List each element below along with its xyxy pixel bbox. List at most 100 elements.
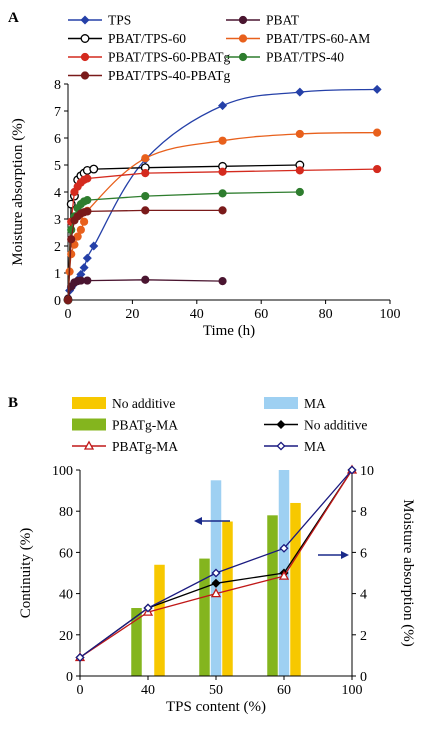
y-tick-label-b: 80 — [59, 505, 73, 520]
data-point — [142, 276, 149, 283]
x-tick-label-b: 0 — [77, 683, 84, 698]
y-axis-title-b: Continuity (%) — [18, 528, 34, 618]
data-point — [84, 197, 91, 204]
y-tick-label-a: 3 — [54, 213, 61, 228]
series-a-pbat — [64, 276, 226, 302]
legend-a-pbat-tps-40-pbatg-marker — [81, 72, 88, 79]
legend-a-pbat-tps-40-label: PBAT/TPS-40 — [266, 50, 344, 65]
x-axis-title-b: TPS content (%) — [166, 699, 266, 715]
x-tick-label-a: 0 — [65, 307, 72, 322]
y-tick-label-a: 4 — [54, 186, 61, 201]
y-tick-label-b: 60 — [59, 546, 73, 561]
legend-a-pbat-tps-60-am-marker — [239, 35, 246, 42]
legend-b-bar-no-additive-label: No additive — [112, 396, 175, 411]
legend-a-pbat-tps-40-marker — [239, 53, 246, 60]
data-point — [90, 242, 97, 249]
data-point — [374, 129, 381, 136]
arrow-right-axis-head — [341, 551, 349, 559]
y2-tick-label-b: 6 — [360, 546, 367, 561]
data-point — [64, 296, 71, 303]
data-point — [77, 226, 84, 233]
data-point — [219, 168, 226, 175]
series-a-pbat-tps-40 — [64, 188, 303, 303]
data-point — [142, 192, 149, 199]
legend-b-bar-pbatg-ma-swatch — [72, 419, 106, 431]
data-point — [68, 251, 75, 258]
data-point — [219, 278, 226, 285]
bar-pbatg-ma-40 — [131, 608, 142, 676]
legend-b-line-ma-label: MA — [304, 439, 326, 454]
legend-a-pbat-tps-60-pbatg-marker — [81, 53, 88, 60]
bar-ma-50 — [211, 480, 222, 676]
x-tick-label-b: 50 — [209, 683, 223, 698]
data-point — [219, 207, 226, 214]
y2-tick-label-b: 2 — [360, 629, 367, 644]
legend-a-tps-label: TPS — [108, 13, 131, 28]
legend-a-tps-marker — [81, 16, 88, 23]
series-a-pbat-tps-60 — [64, 161, 303, 304]
y2-axis-title-b: Moisture absorption (%) — [400, 499, 416, 646]
y2-tick-label-b: 8 — [360, 505, 367, 520]
data-point — [219, 137, 226, 144]
legend-a-pbat-tps-60-label: PBAT/TPS-60 — [108, 31, 186, 46]
legend-b-bar-ma-swatch — [264, 397, 298, 409]
legend-b-line-no-additive-label: No additive — [304, 418, 367, 433]
legend-a-pbat-tps-60-pbatg-label: PBAT/TPS-60-PBATg — [108, 50, 231, 65]
data-point — [90, 165, 98, 173]
data-point — [296, 188, 303, 195]
legend-b-line-no-additive-marker — [277, 421, 284, 428]
bar-pbatg-ma-50 — [199, 559, 210, 676]
y-tick-label-a: 2 — [54, 240, 61, 255]
x-tick-label-b: 100 — [342, 683, 363, 698]
y-tick-label-a: 7 — [54, 105, 61, 120]
x-tick-label-a: 20 — [125, 307, 139, 322]
y2-tick-label-b: 4 — [360, 588, 367, 603]
data-point — [84, 255, 91, 262]
legend-b-bar-pbatg-ma-label: PBATg-MA — [112, 418, 178, 433]
series-line — [68, 210, 223, 300]
chart-b: No additive MA PBATg-MA No additive PBATg-MA… — [18, 396, 416, 715]
bar-no-additive-60 — [290, 503, 301, 676]
legend-b-line-pbatg-ma-label: PBATg-MA — [112, 439, 178, 454]
y-tick-label-b: 40 — [59, 588, 73, 603]
legend-a-pbat-tps-60-marker — [81, 35, 89, 43]
bar-pbatg-ma-60 — [267, 515, 278, 676]
data-point — [219, 102, 226, 109]
data-point — [84, 208, 91, 215]
legend-b-bar-ma-label: MA — [304, 396, 326, 411]
y-tick-label-a: 1 — [54, 267, 61, 282]
data-point — [84, 175, 91, 182]
bar-no-additive-50 — [222, 522, 233, 677]
y-tick-label-b: 0 — [66, 670, 73, 685]
data-point — [296, 167, 303, 174]
y-tick-label-a: 8 — [54, 78, 61, 93]
legend-a-pbat-label: PBAT — [266, 13, 300, 28]
y-tick-label-a: 0 — [54, 294, 61, 309]
x-tick-label-a: 80 — [319, 307, 333, 322]
x-tick-label-a: 40 — [190, 307, 204, 322]
legend-b-bar-no-additive-swatch — [72, 397, 106, 409]
series-line — [68, 192, 300, 300]
data-point — [81, 218, 88, 225]
y-axis-title-a: Moisture absorption (%) — [10, 118, 26, 265]
data-point — [84, 277, 91, 284]
data-point — [296, 89, 303, 96]
legend-a-pbat-tps-60-am-label: PBAT/TPS-60-AM — [266, 31, 370, 46]
panel-label-b: B — [8, 395, 18, 411]
x-tick-label-b: 60 — [277, 683, 291, 698]
series-line — [68, 133, 377, 300]
x-tick-label-a: 100 — [380, 307, 401, 322]
data-point — [142, 155, 149, 162]
data-point — [142, 170, 149, 177]
chart-a: TPS PBAT PBAT/TPS-60 PBAT/TPS-60-AM PBAT/TPS… — [10, 13, 401, 340]
y-tick-label-a: 6 — [54, 132, 61, 147]
legend-a-pbat-tps-40-pbatg-label: PBAT/TPS-40-PBATg — [108, 68, 231, 83]
data-point — [219, 190, 226, 197]
data-point — [81, 264, 88, 271]
arrow-left-axis-head — [194, 517, 202, 525]
data-point — [296, 130, 303, 137]
y-tick-label-a: 5 — [54, 159, 61, 174]
bar-no-additive-40 — [154, 565, 165, 676]
y-tick-label-b: 100 — [52, 464, 73, 479]
